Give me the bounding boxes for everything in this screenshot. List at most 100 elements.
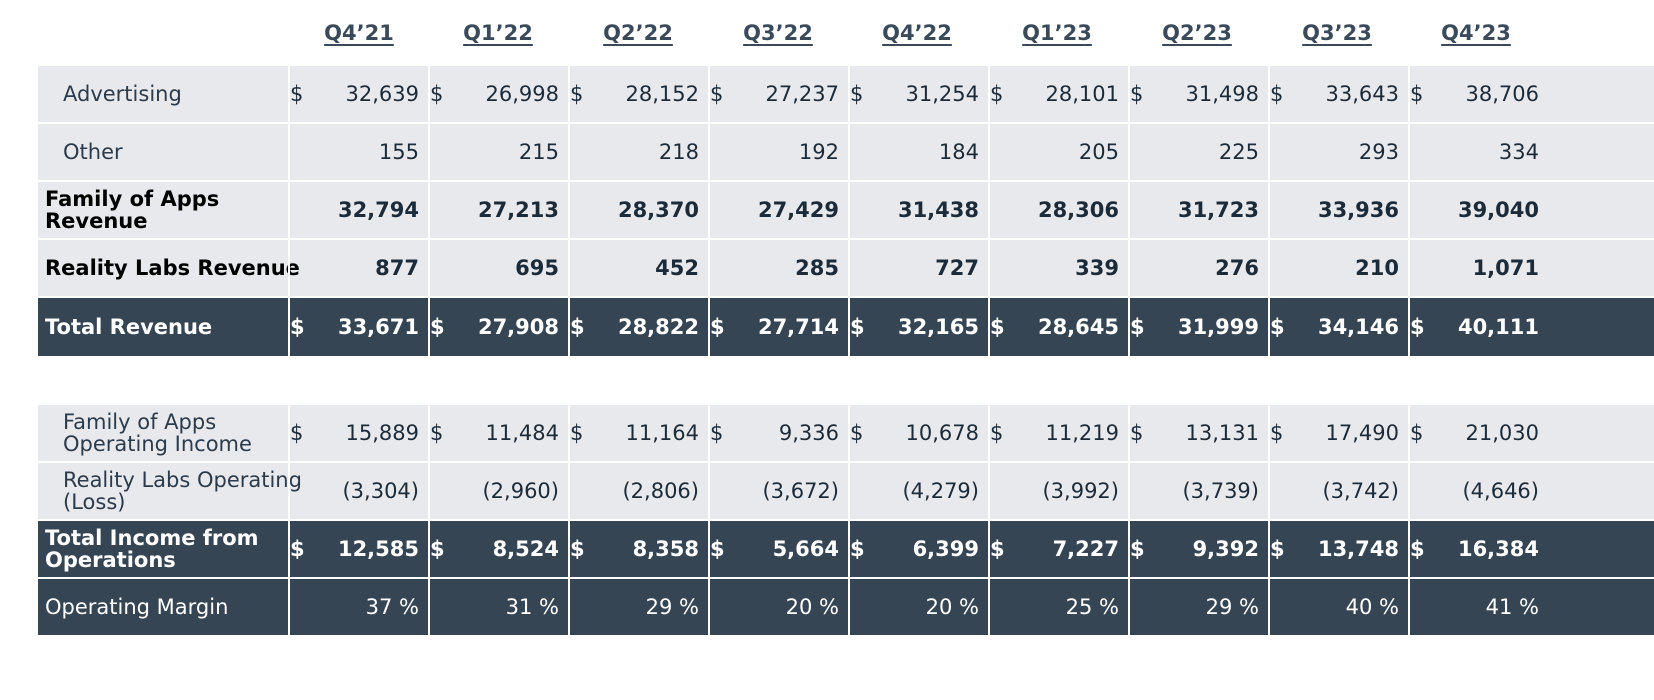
- cell-value: 9,336: [778, 421, 839, 445]
- table-cell: (3,672): [708, 463, 848, 519]
- table-cell: $27,714: [708, 298, 848, 356]
- cell-value: (4,646): [1462, 479, 1539, 503]
- currency-symbol: $: [1410, 537, 1425, 561]
- table-cell: 28,306: [988, 182, 1128, 238]
- table-cell: 20 %: [848, 579, 988, 635]
- table-cell: 210: [1268, 240, 1408, 296]
- cell-value: 6,399: [912, 537, 979, 561]
- cell-value: 29 %: [645, 595, 699, 619]
- cell-value: 28,101: [1045, 82, 1119, 106]
- cell-value: 32,639: [345, 82, 419, 106]
- currency-symbol: $: [990, 315, 1005, 339]
- quarter-header-q2-23: Q2’23: [1162, 21, 1232, 45]
- table-row-total-revenue: Total Revenue $33,671 $27,908 $28,822 $27,71…: [38, 298, 1654, 358]
- cell-value: 28,306: [1037, 198, 1119, 222]
- cell-value: 8,358: [632, 537, 699, 561]
- currency-symbol: $: [430, 537, 445, 561]
- table-cell: 339: [988, 240, 1128, 296]
- row-label: Advertising: [63, 82, 182, 106]
- currency-symbol: $: [290, 537, 305, 561]
- currency-symbol: $: [1130, 315, 1145, 339]
- cell-value: 15,889: [345, 421, 419, 445]
- table-cell: 27,213: [428, 182, 568, 238]
- table-cell: 33,936: [1268, 182, 1408, 238]
- cell-value: 31,723: [1177, 198, 1259, 222]
- table-row-family-of-apps-operating-income: Family of Apps Operating Income $15,889 $1…: [38, 405, 1654, 463]
- cell-value: 293: [1358, 140, 1399, 164]
- table-cell: $13,748: [1268, 521, 1408, 577]
- cell-value: 34,146: [1317, 315, 1399, 339]
- cell-value: 218: [658, 140, 699, 164]
- currency-symbol: $: [850, 421, 864, 445]
- cell-value: 155: [378, 140, 419, 164]
- cell-value: 13,748: [1317, 537, 1399, 561]
- table-cell: $28,822: [568, 298, 708, 356]
- table-cell: (3,992): [988, 463, 1128, 519]
- quarter-header-q2-22: Q2’22: [603, 21, 673, 45]
- table-cell: 276: [1128, 240, 1268, 296]
- row-label: Operating Margin: [45, 595, 229, 619]
- table-row-reality-labs-operating-loss: Reality Labs Operating (Loss) (3,304) (2,9…: [38, 463, 1654, 521]
- table-cell: $27,237: [708, 66, 848, 122]
- table-cell: $11,164: [568, 405, 708, 461]
- currency-symbol: $: [850, 315, 865, 339]
- row-label: Other: [63, 140, 123, 164]
- cell-value: 17,490: [1325, 421, 1399, 445]
- cell-value: 31,999: [1177, 315, 1259, 339]
- cell-value: (3,739): [1182, 479, 1259, 503]
- cell-value: 285: [795, 256, 839, 280]
- table-cell: (3,739): [1128, 463, 1268, 519]
- cell-value: 695: [515, 256, 559, 280]
- table-cell: 184: [848, 124, 988, 180]
- table-cell: $10,678: [848, 405, 988, 461]
- table-cell: 37 %: [288, 579, 428, 635]
- table-cell: $13,131: [1128, 405, 1268, 461]
- currency-symbol: $: [430, 82, 444, 106]
- cell-value: 339: [1075, 256, 1119, 280]
- table-row-family-of-apps-revenue: Family of Apps Revenue 32,794 27,213 28,370…: [38, 182, 1654, 240]
- currency-symbol: $: [710, 421, 724, 445]
- table-cell: $27,908: [428, 298, 568, 356]
- cell-value: 31,254: [905, 82, 979, 106]
- cell-value: 27,429: [757, 198, 839, 222]
- table-cell: (2,806): [568, 463, 708, 519]
- table-cell: 334: [1408, 124, 1548, 180]
- cell-value: (3,304): [342, 479, 419, 503]
- table-cell: 31,438: [848, 182, 988, 238]
- table-cell: $5,664: [708, 521, 848, 577]
- cell-value: 20 %: [925, 595, 979, 619]
- cell-value: 210: [1355, 256, 1399, 280]
- quarter-header-q3-23: Q3’23: [1302, 21, 1372, 45]
- table-cell: 40 %: [1268, 579, 1408, 635]
- currency-symbol: $: [430, 421, 444, 445]
- table-row-reality-labs-revenue: Reality Labs Revenue 877 695 452 285 727 339 27…: [38, 240, 1654, 298]
- table-cell: $8,524: [428, 521, 568, 577]
- table-row-operating-margin: Operating Margin 37 % 31 % 29 % 20 % 20 % 25 %…: [38, 579, 1654, 637]
- cell-value: 215: [518, 140, 559, 164]
- table-cell: 41 %: [1408, 579, 1548, 635]
- table-cell: $33,643: [1268, 66, 1408, 122]
- table-cell: $28,645: [988, 298, 1128, 356]
- cell-value: 25 %: [1065, 595, 1119, 619]
- cell-value: 27,908: [477, 315, 559, 339]
- cell-value: 32,165: [897, 315, 979, 339]
- table-cell: 20 %: [708, 579, 848, 635]
- currency-symbol: $: [990, 82, 1004, 106]
- currency-symbol: $: [1270, 537, 1285, 561]
- cell-value: (2,960): [482, 479, 559, 503]
- table-cell: $15,889: [288, 405, 428, 461]
- cell-value: 192: [798, 140, 839, 164]
- cell-value: 28,152: [625, 82, 699, 106]
- row-label: Reality Labs Revenue: [45, 256, 300, 280]
- cell-value: (2,806): [622, 479, 699, 503]
- cell-value: 276: [1215, 256, 1259, 280]
- cell-value: 28,645: [1037, 315, 1119, 339]
- table-cell: 285: [708, 240, 848, 296]
- cell-value: 13,131: [1185, 421, 1259, 445]
- currency-symbol: $: [850, 537, 865, 561]
- cell-value: 31,438: [897, 198, 979, 222]
- currency-symbol: $: [710, 537, 725, 561]
- currency-symbol: $: [290, 315, 305, 339]
- table-cell: $16,384: [1408, 521, 1548, 577]
- cell-value: 5,664: [772, 537, 839, 561]
